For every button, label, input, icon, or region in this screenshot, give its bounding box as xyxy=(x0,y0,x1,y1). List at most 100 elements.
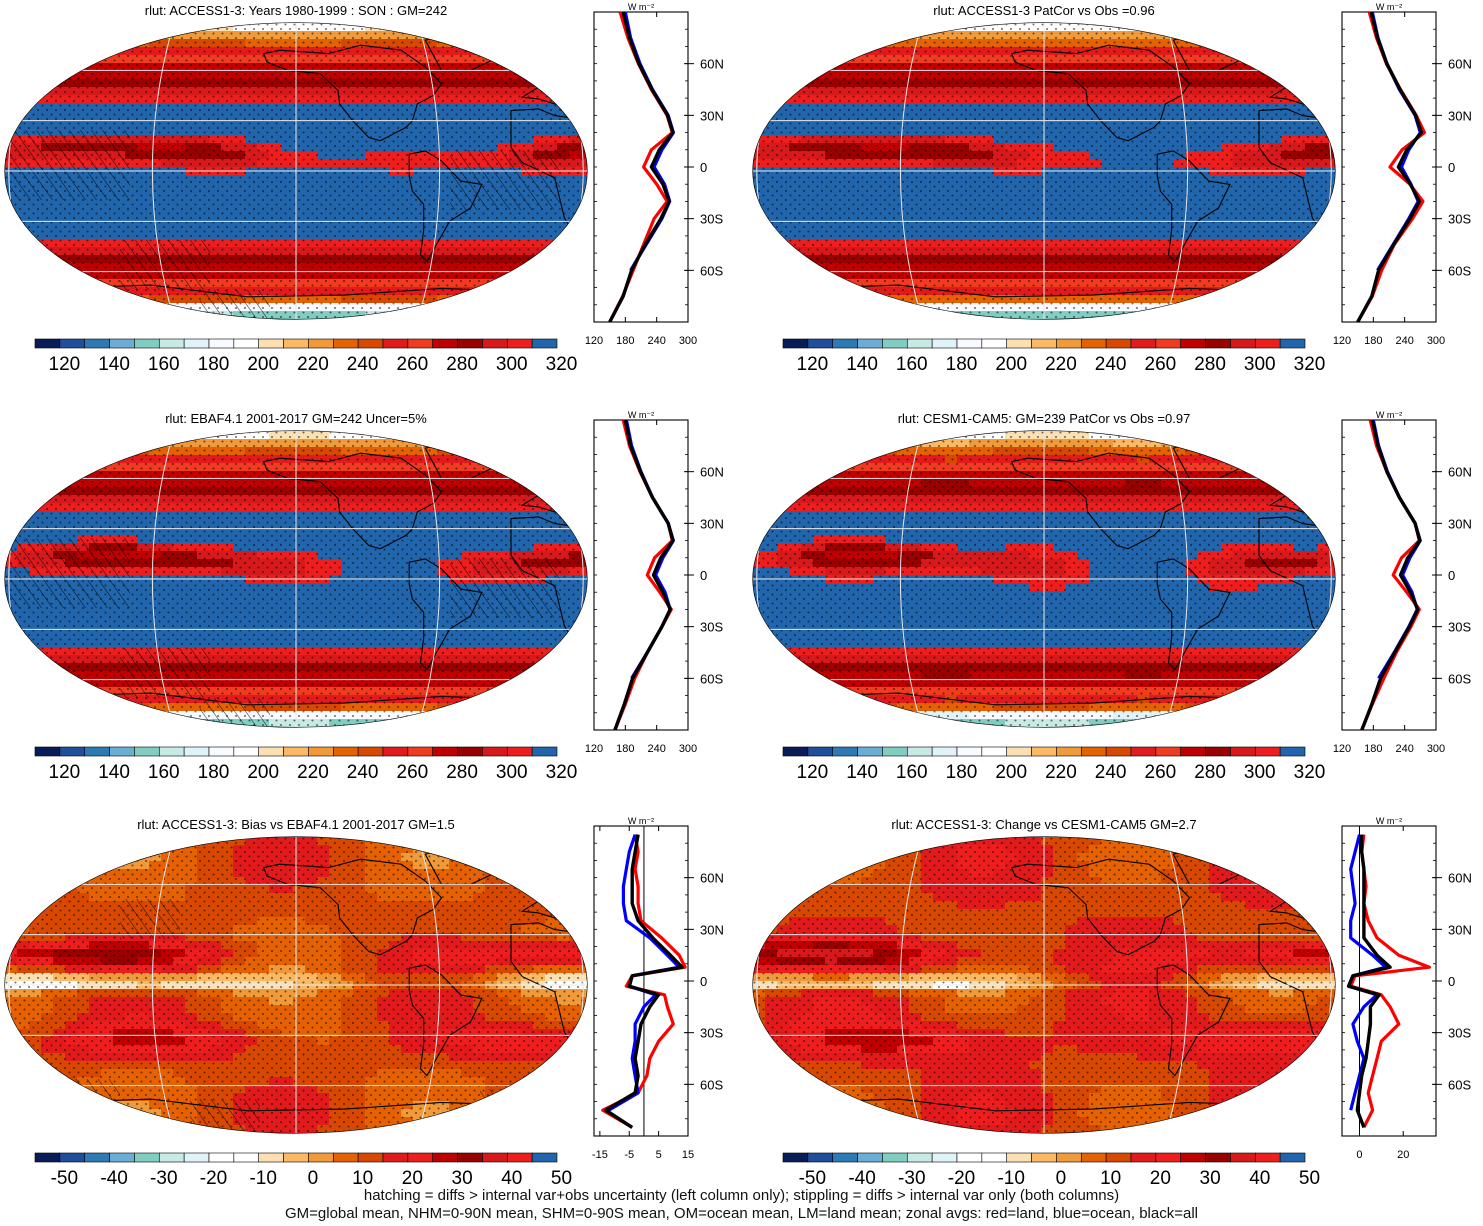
map-cell xyxy=(909,311,922,320)
map-cell xyxy=(1317,87,1330,96)
map-cell xyxy=(569,39,582,48)
map-cell xyxy=(473,439,486,448)
map-cell xyxy=(789,279,802,288)
map-cell xyxy=(557,95,570,104)
map-cell xyxy=(1329,295,1342,304)
map-cell xyxy=(1221,311,1234,320)
map-cell xyxy=(1329,303,1342,312)
map-cell xyxy=(77,439,90,448)
map-cell xyxy=(765,95,778,104)
map-cell xyxy=(17,287,30,296)
map-cell xyxy=(1257,31,1270,40)
map-cell xyxy=(41,23,54,32)
map-cell xyxy=(581,247,594,256)
map-cell xyxy=(581,95,594,104)
map-cell xyxy=(777,87,790,96)
map-cell xyxy=(1317,239,1330,248)
map-cell xyxy=(5,39,18,48)
map-cell xyxy=(1233,311,1246,320)
map-cell xyxy=(545,431,558,440)
map-cell xyxy=(17,271,30,280)
map-cell xyxy=(5,95,18,104)
map-cell xyxy=(849,23,862,32)
map-cell xyxy=(569,103,582,112)
map-cell xyxy=(473,23,486,32)
map-cell xyxy=(557,247,570,256)
map-cell xyxy=(581,135,594,144)
map-cell xyxy=(777,255,790,264)
map-cell xyxy=(1305,271,1318,280)
map-cell xyxy=(765,31,778,40)
map-cell xyxy=(17,55,30,64)
map-cell xyxy=(753,95,766,104)
map-cell xyxy=(461,31,474,40)
map-cell xyxy=(909,23,922,32)
map-cell xyxy=(497,39,510,48)
map-cell xyxy=(41,439,54,448)
colorbar-tick-label: 140 xyxy=(846,354,878,375)
map-cell xyxy=(825,303,838,312)
map-cell xyxy=(581,295,594,304)
map-cell xyxy=(461,431,474,440)
map-cell xyxy=(5,23,18,32)
map-cell xyxy=(485,431,498,440)
map-cell xyxy=(1317,63,1330,72)
map-cell xyxy=(461,439,474,448)
map-cell xyxy=(1233,31,1246,40)
map-cell xyxy=(1317,23,1330,32)
zonal-xtick-label: 180 xyxy=(616,743,634,755)
map-cell xyxy=(161,431,174,440)
map-cell xyxy=(29,63,42,72)
map-cell xyxy=(581,519,594,528)
map-cell xyxy=(509,279,522,288)
map-cell xyxy=(449,311,462,320)
zonal-xtick-label: 240 xyxy=(647,335,665,347)
map-cell xyxy=(581,527,594,536)
map-cell xyxy=(1197,23,1210,32)
map-cell xyxy=(1329,119,1342,128)
map-cell xyxy=(521,39,534,48)
map-cell xyxy=(521,287,534,296)
map-cell xyxy=(77,303,90,312)
map-cell xyxy=(161,311,174,320)
map-cell xyxy=(53,479,66,488)
map-cell xyxy=(29,471,42,480)
map-cell xyxy=(569,79,582,88)
map-cell xyxy=(41,295,54,304)
zonal-frame xyxy=(594,420,688,730)
map-cell xyxy=(1329,87,1342,96)
map-cell xyxy=(1317,231,1330,240)
colorbar-tick-label: 220 xyxy=(1045,354,1077,375)
map-cell xyxy=(753,295,766,304)
map-cell xyxy=(545,471,558,480)
map-cell xyxy=(569,431,582,440)
map-cell xyxy=(545,31,558,40)
map-cell xyxy=(1257,279,1270,288)
map-cell xyxy=(861,303,874,312)
map-cell xyxy=(1257,39,1270,48)
map-cell xyxy=(65,455,78,464)
map-cell xyxy=(753,223,766,232)
map-cell xyxy=(813,47,826,56)
map-cell xyxy=(1305,95,1318,104)
map-cell xyxy=(125,39,138,48)
map-cell xyxy=(5,519,18,528)
map-cell xyxy=(557,463,570,472)
map-cell xyxy=(17,439,30,448)
map-cell xyxy=(1137,23,1150,32)
map-cell xyxy=(1245,287,1258,296)
map-cell xyxy=(17,255,30,264)
map-cell xyxy=(1257,23,1270,32)
map-cell xyxy=(801,279,814,288)
map-cell xyxy=(801,39,814,48)
map-cell xyxy=(581,55,594,64)
colorbar-box xyxy=(507,339,532,348)
map-cell xyxy=(1329,231,1342,240)
map-cell xyxy=(533,279,546,288)
map-cell xyxy=(581,303,594,312)
map-cell xyxy=(137,311,150,320)
map-cell xyxy=(1305,303,1318,312)
map-cell xyxy=(765,255,778,264)
colorbar-tick-label: 320 xyxy=(1294,354,1326,375)
map-cell xyxy=(1269,31,1282,40)
